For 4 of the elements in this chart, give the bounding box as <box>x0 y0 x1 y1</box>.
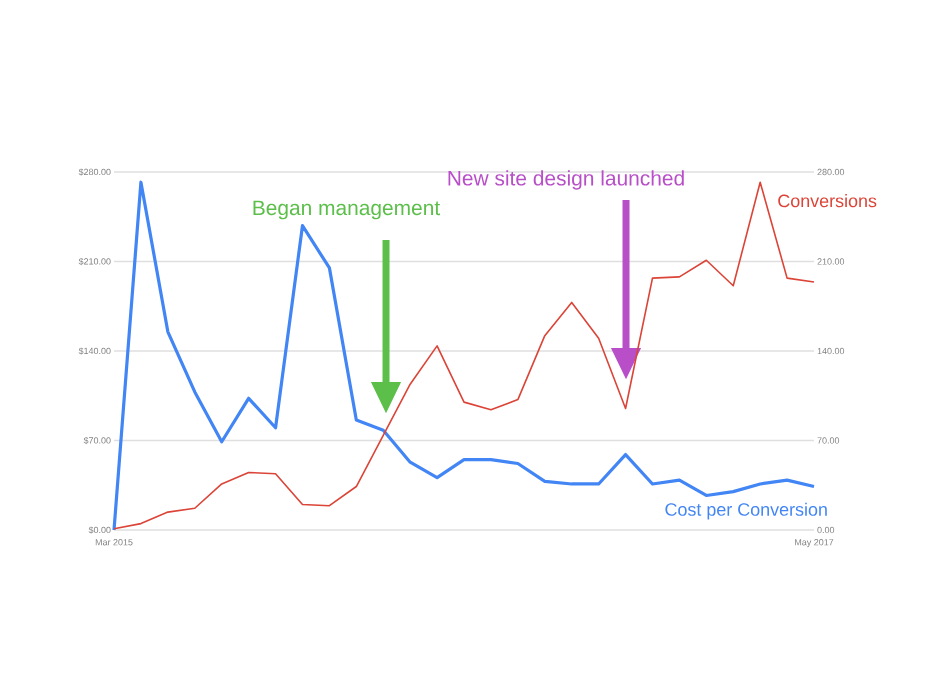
series-label: Conversions <box>778 194 877 208</box>
annotation: Began management <box>253 200 441 220</box>
annotation: New site design launched <box>448 170 684 190</box>
series-label: Cost per Conversion <box>665 502 827 520</box>
